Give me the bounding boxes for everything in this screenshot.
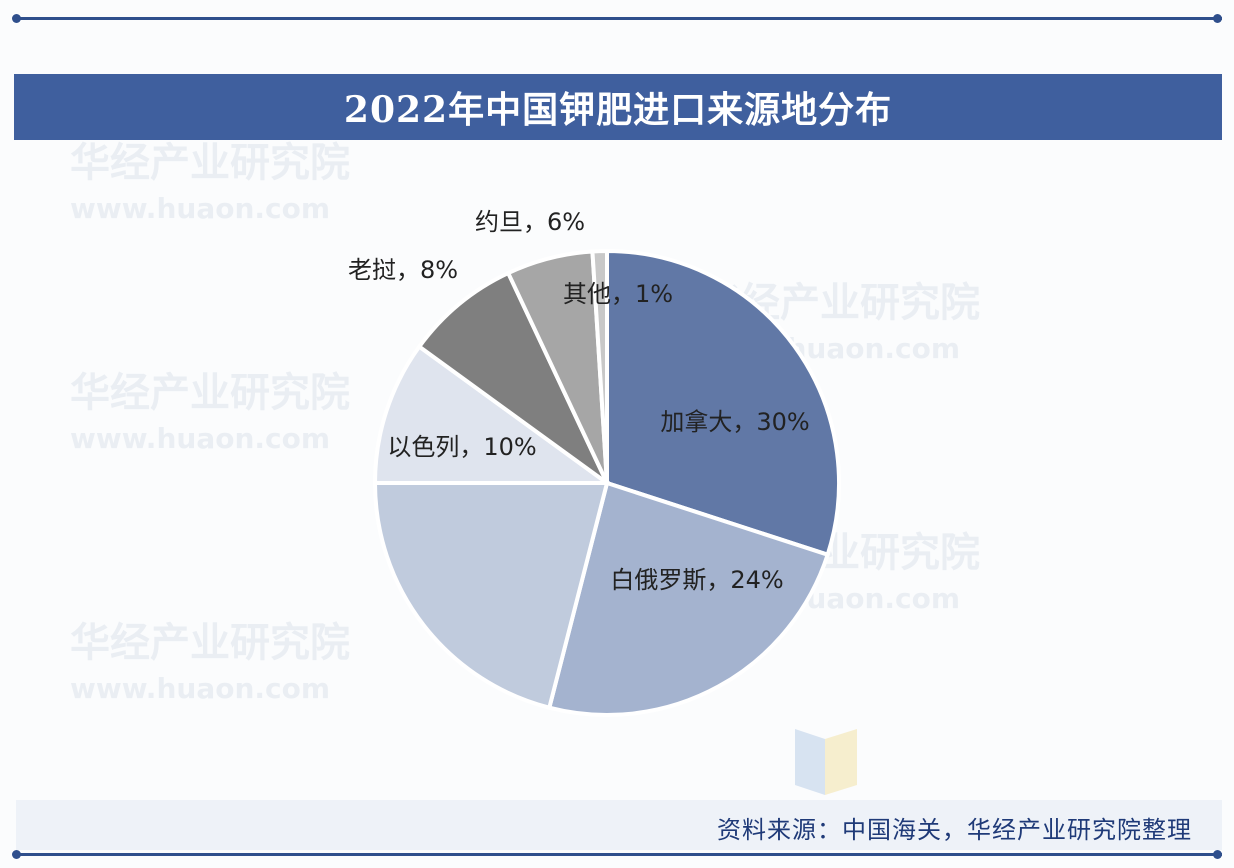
- frame-dot-bottom-right: [1213, 850, 1222, 859]
- watermark: 华经产业研究院 www.huaon.com: [70, 140, 350, 225]
- top-frame-line: [16, 17, 1222, 20]
- pie-slice: [590, 248, 609, 484]
- slice-label: 白俄罗斯，24%: [610, 566, 783, 594]
- slice-label: 加拿大，30%: [660, 408, 809, 436]
- slice-label: 老挝，8%: [348, 256, 458, 284]
- frame-dot-top-right: [1213, 14, 1222, 23]
- pie-labels: 加拿大，30% 白俄罗斯，24% 以色列，10% 老挝，8% 约旦，6% 其他，1%: [348, 208, 810, 594]
- source-note: 资料来源：中国海关，华经产业研究院整理: [717, 816, 1192, 844]
- bottom-frame-line: [16, 853, 1222, 856]
- pie-slices: [372, 248, 841, 717]
- pie-slice: [372, 481, 610, 711]
- frame-dot-bottom-left: [12, 850, 21, 859]
- pie-slice: [546, 480, 831, 717]
- chart-title: 2022年中国钾肥进口来源地分布: [343, 89, 893, 131]
- pie-slice: [416, 270, 609, 485]
- logo-icon: [795, 727, 859, 801]
- slice-label: 以色列，10%: [387, 433, 536, 461]
- watermark: 华经产业研究院 www.huaon.com: [70, 620, 350, 705]
- source-bar: 资料来源：中国海关，华经产业研究院整理: [16, 800, 1222, 850]
- title-bar: 2022年中国钾肥进口来源地分布: [14, 74, 1222, 140]
- pie-slice: [605, 248, 841, 558]
- pie-slice: [372, 343, 614, 485]
- slice-label: 其他，1%: [563, 280, 673, 308]
- frame-dot-top-left: [12, 14, 21, 23]
- watermark: 华经产业研究院 www.huaon.com: [70, 370, 350, 455]
- slice-label: 约旦，6%: [475, 208, 585, 236]
